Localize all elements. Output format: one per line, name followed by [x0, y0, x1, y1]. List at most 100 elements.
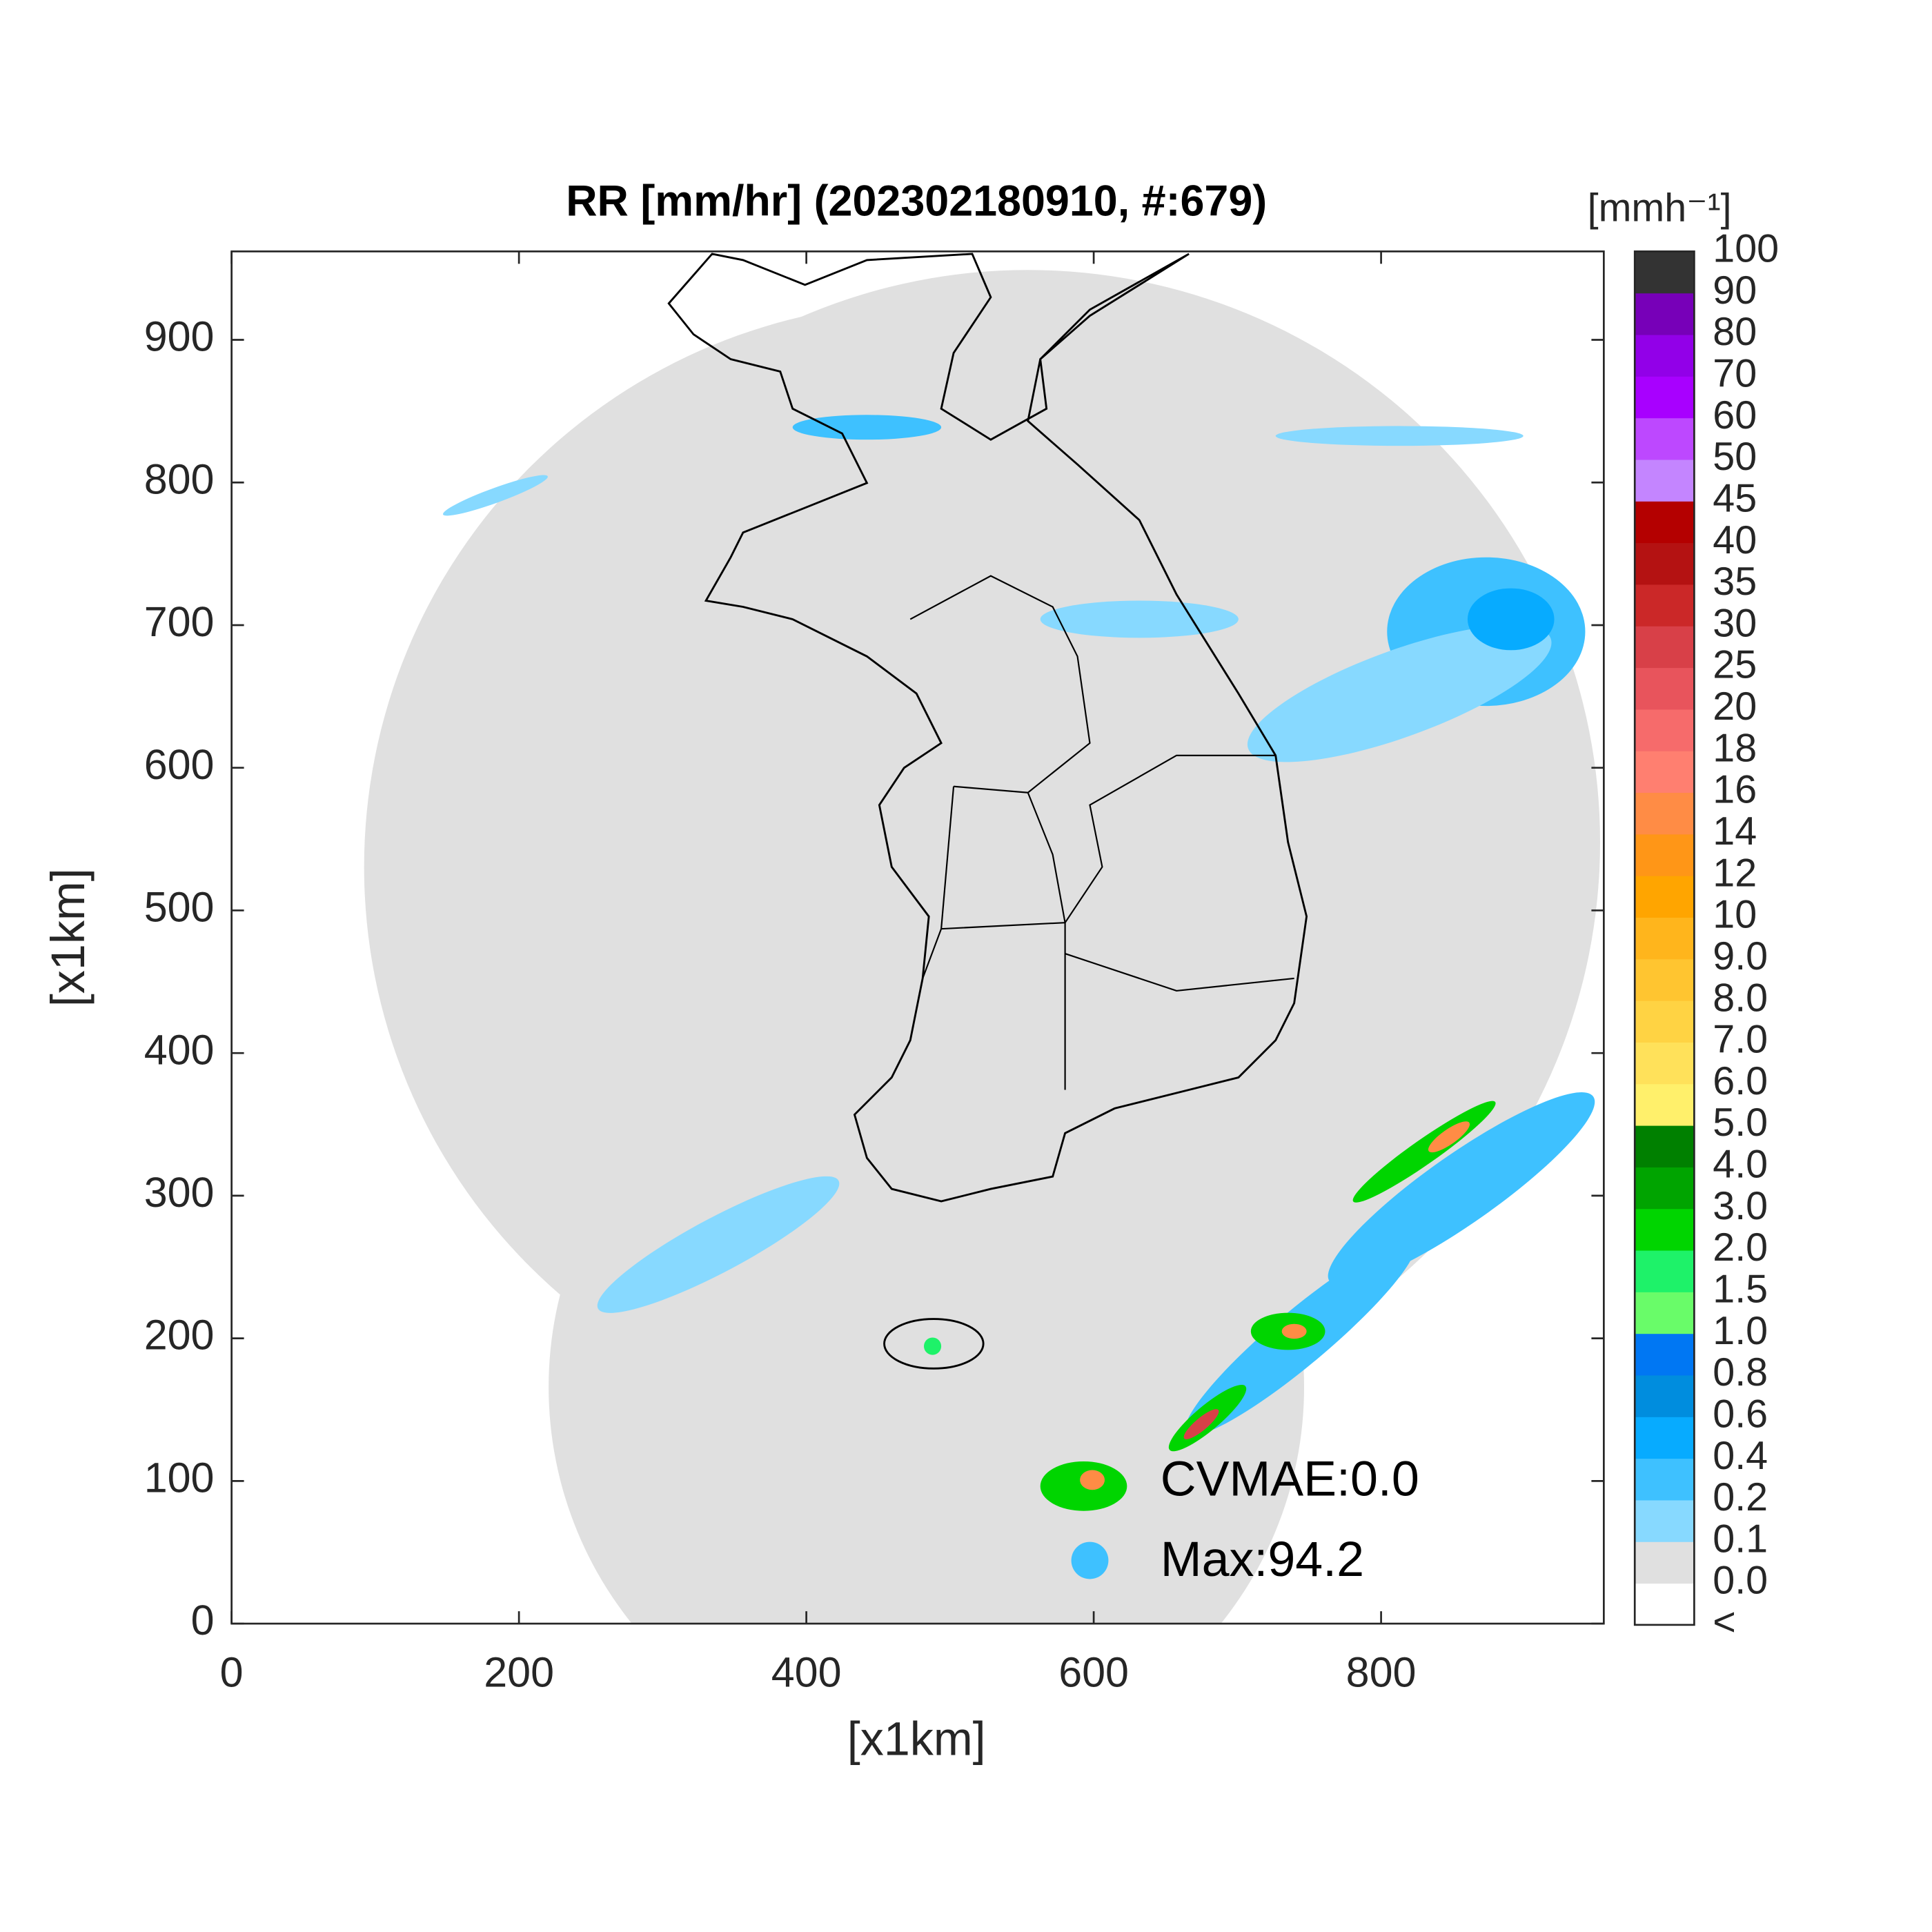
- colorbar-bin: [1635, 1333, 1695, 1376]
- colorbar-tick-label: 7.0: [1713, 1018, 1768, 1062]
- colorbar-bin: [1635, 626, 1695, 669]
- colorbar-tick-label: 0.2: [1713, 1475, 1768, 1519]
- colorbar-bin: [1635, 1208, 1695, 1251]
- colorbar-bin: [1635, 667, 1695, 710]
- island-outline: [883, 1318, 985, 1370]
- colorbar-tick-label: 3.0: [1713, 1184, 1768, 1228]
- colorbar-bin: [1635, 584, 1695, 627]
- rain-cell: [1183, 1409, 1219, 1439]
- rain-cell: [1428, 1121, 1470, 1153]
- colorbar-tick-label: 5.0: [1713, 1101, 1768, 1145]
- rain-cell: [1040, 600, 1239, 638]
- colorbar-tick-label: 8.0: [1713, 976, 1768, 1020]
- colorbar-tick-label: 9.0: [1713, 934, 1768, 978]
- colorbar-tick-label: 100: [1713, 227, 1779, 271]
- y-tick-label: 600: [144, 741, 215, 788]
- colorbar-tick-label: 0.1: [1713, 1517, 1768, 1561]
- colorbar-tick-label: 20: [1713, 684, 1757, 729]
- colorbar-bin: [1635, 958, 1695, 1001]
- colorbar-bin: [1635, 792, 1695, 835]
- rain-cell: [1275, 426, 1524, 446]
- colorbar-bin: [1635, 251, 1695, 294]
- colorbar-tick-label: 6.0: [1713, 1059, 1768, 1103]
- x-tick-label: 800: [1346, 1649, 1417, 1696]
- x-tick-label: 0: [220, 1649, 244, 1696]
- rain-cell: [1328, 1092, 1595, 1286]
- colorbar-tick-label: 90: [1713, 268, 1757, 313]
- x-tick-label: 600: [1058, 1649, 1129, 1696]
- colorbar-label: [mmh⁻¹]: [1588, 186, 1732, 230]
- colorbar-tick-label: 35: [1713, 560, 1757, 604]
- colorbar-bin: [1635, 1499, 1695, 1542]
- colorbar-tick-label: 70: [1713, 351, 1757, 395]
- colorbar-bin: [1635, 334, 1695, 377]
- colorbar-bin: [1635, 1374, 1695, 1417]
- coastline: [667, 253, 1308, 1203]
- colorbar-tick-label: 14: [1713, 809, 1757, 854]
- colorbar-bin: [1635, 501, 1695, 544]
- chart-title: RR [mm/hr] (202302180910, #:679): [566, 177, 1267, 226]
- annotation: CVMAE:0.0: [1161, 1451, 1419, 1506]
- axes-box: [230, 250, 1605, 1625]
- annotation: Max:94.2: [1161, 1532, 1364, 1587]
- colorbar-tick-label: 12: [1713, 851, 1757, 895]
- y-tick-label: 400: [144, 1026, 215, 1073]
- colorbar-bin: [1635, 1417, 1695, 1459]
- colorbar-tick-label: 1.0: [1713, 1309, 1768, 1353]
- colorbar-bin: [1635, 376, 1695, 419]
- x-tick-label: 400: [771, 1649, 842, 1696]
- colorbar-tick-label: 0.6: [1713, 1392, 1768, 1436]
- colorbar-bin: [1635, 1042, 1695, 1085]
- y-axis-label: [x1km]: [42, 868, 95, 1007]
- province-borders: [909, 575, 1294, 1090]
- precipitation: [442, 415, 1595, 1579]
- colorbar-tick-label: 60: [1713, 393, 1757, 437]
- rain-cell: [923, 1337, 942, 1355]
- colorbar-bin: [1635, 293, 1695, 335]
- colorbar-tick-label: 10: [1713, 893, 1757, 937]
- colorbar-bin: [1635, 417, 1695, 460]
- colorbar-bin: [1635, 1000, 1695, 1043]
- colorbar-tick-label: 2.0: [1713, 1225, 1768, 1270]
- colorbar-bin: [1635, 751, 1695, 793]
- colorbar-tick-label: 45: [1713, 476, 1757, 520]
- colorbar-bin: [1635, 459, 1695, 502]
- y-tick-label: 500: [144, 884, 215, 931]
- colorbar-bin: [1635, 917, 1695, 960]
- colorbar-bin: [1635, 1125, 1695, 1167]
- rain-cell: [1281, 1323, 1307, 1339]
- colorbar-bin: [1635, 1292, 1695, 1334]
- colorbar-tick-label: 50: [1713, 435, 1757, 479]
- rain-cell: [792, 415, 942, 440]
- y-tick-label: 800: [144, 455, 215, 502]
- colorbar-tick-label: 0.8: [1713, 1350, 1768, 1394]
- colorbar-bin: [1635, 1250, 1695, 1292]
- colorbar-bin: [1635, 709, 1695, 751]
- x-tick-label: 200: [484, 1649, 554, 1696]
- colorbar-tick-label: 0.4: [1713, 1434, 1768, 1478]
- colorbar-bin: [1635, 1541, 1695, 1584]
- colorbar-bin: [1635, 1583, 1695, 1626]
- colorbar-bin: [1635, 876, 1695, 918]
- colorbar-tick-label: <: [1713, 1600, 1736, 1644]
- colorbar-bin: [1635, 542, 1695, 585]
- y-tick-label: 300: [144, 1169, 215, 1216]
- colorbar-tick-label: 0.0: [1713, 1559, 1768, 1603]
- colorbar-tick-label: 25: [1713, 643, 1757, 687]
- colorbar-tick-label: 4.0: [1713, 1143, 1768, 1187]
- radar-field: [364, 253, 1600, 1624]
- rain-cell: [1247, 624, 1552, 762]
- colorbar-bin: [1635, 1167, 1695, 1210]
- y-tick-label: 700: [144, 598, 215, 645]
- colorbar-bin: [1635, 834, 1695, 876]
- rain-cell: [442, 475, 548, 516]
- colorbar-tick-label: 1.5: [1713, 1267, 1768, 1311]
- rain-cell: [597, 1176, 840, 1313]
- rain-cell: [1071, 1541, 1109, 1579]
- y-tick-label: 200: [144, 1312, 215, 1359]
- colorbar-tick-label: 18: [1713, 726, 1757, 770]
- colorbar-tick-label: 30: [1713, 601, 1757, 645]
